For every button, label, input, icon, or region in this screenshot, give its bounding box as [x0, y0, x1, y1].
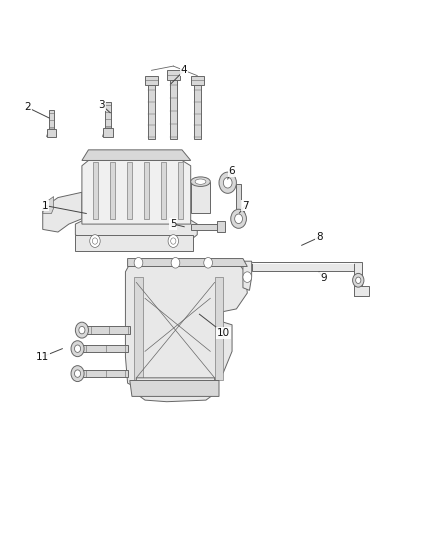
Text: 6: 6: [229, 166, 235, 176]
Polygon shape: [43, 192, 82, 232]
Polygon shape: [127, 259, 247, 266]
Polygon shape: [233, 212, 244, 219]
Bar: [82, 326, 130, 334]
Polygon shape: [75, 219, 197, 240]
Text: 3: 3: [98, 100, 105, 110]
Circle shape: [356, 277, 361, 284]
Bar: [354, 286, 369, 296]
Circle shape: [243, 272, 252, 282]
Polygon shape: [82, 150, 191, 160]
Ellipse shape: [195, 179, 206, 184]
Polygon shape: [127, 161, 132, 219]
Polygon shape: [125, 264, 247, 397]
Circle shape: [171, 238, 176, 244]
Circle shape: [74, 345, 81, 352]
Bar: [167, 70, 180, 80]
Polygon shape: [102, 128, 113, 136]
Polygon shape: [93, 161, 98, 219]
Polygon shape: [136, 378, 215, 402]
Ellipse shape: [191, 177, 210, 187]
Bar: [191, 223, 217, 230]
Text: 2: 2: [24, 102, 31, 112]
Circle shape: [74, 370, 81, 377]
Bar: [233, 212, 244, 219]
Polygon shape: [215, 277, 223, 381]
Bar: [102, 128, 113, 136]
Bar: [194, 85, 201, 139]
Text: 10: 10: [217, 328, 230, 338]
Polygon shape: [161, 161, 166, 219]
Circle shape: [171, 257, 180, 268]
Polygon shape: [178, 161, 183, 219]
Text: 4: 4: [181, 66, 187, 75]
Circle shape: [231, 209, 247, 228]
Bar: [191, 76, 204, 85]
Bar: [217, 221, 225, 232]
Circle shape: [235, 214, 243, 223]
Circle shape: [168, 235, 179, 247]
Text: 5: 5: [170, 219, 177, 229]
Text: 8: 8: [316, 232, 322, 243]
Bar: [236, 184, 241, 212]
Polygon shape: [75, 235, 193, 251]
Polygon shape: [144, 161, 149, 219]
Text: 7: 7: [242, 200, 248, 211]
Polygon shape: [43, 197, 53, 214]
Bar: [78, 345, 127, 352]
Bar: [47, 129, 56, 136]
Polygon shape: [130, 381, 219, 397]
Bar: [252, 262, 354, 271]
Polygon shape: [110, 161, 115, 219]
Polygon shape: [82, 160, 191, 224]
Circle shape: [75, 322, 88, 338]
Polygon shape: [47, 129, 56, 136]
Circle shape: [71, 341, 84, 357]
Bar: [191, 182, 210, 214]
Polygon shape: [243, 261, 252, 290]
Circle shape: [134, 257, 143, 268]
Circle shape: [71, 366, 84, 382]
Circle shape: [92, 238, 98, 244]
Circle shape: [353, 273, 364, 287]
Bar: [148, 85, 155, 139]
Bar: [78, 370, 127, 377]
Text: 9: 9: [320, 273, 327, 283]
Text: 1: 1: [42, 200, 48, 211]
Circle shape: [90, 235, 100, 247]
Polygon shape: [134, 277, 143, 381]
Bar: [105, 102, 111, 128]
Bar: [49, 110, 54, 129]
Bar: [145, 76, 158, 85]
Circle shape: [219, 172, 237, 193]
Bar: [170, 80, 177, 139]
Circle shape: [79, 326, 85, 334]
Circle shape: [204, 257, 212, 268]
Bar: [354, 262, 362, 296]
Text: 11: 11: [36, 352, 49, 361]
Circle shape: [223, 177, 232, 188]
